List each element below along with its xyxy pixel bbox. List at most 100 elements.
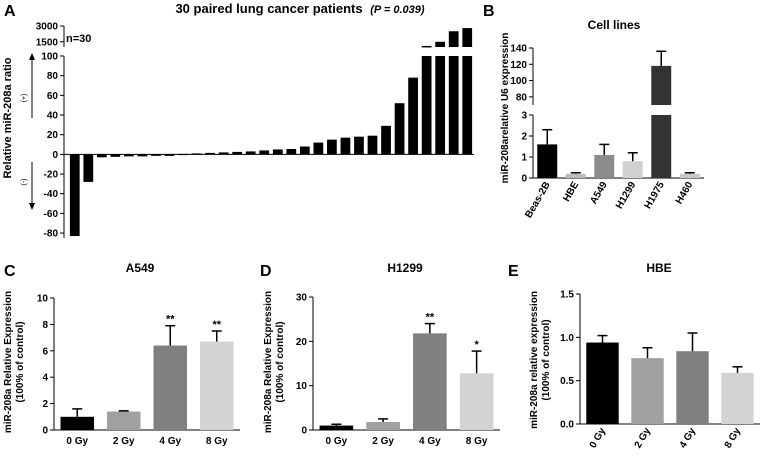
panel-B-ytick-label-upper: 100	[510, 76, 527, 87]
panel-D-ylabel2: (100% of control)	[275, 321, 286, 402]
panel-A-ytick-label: -80	[44, 229, 59, 240]
panel-D-xtick-label: 4 Gy	[419, 436, 441, 447]
panel-A-bar	[435, 56, 446, 155]
panel-E-bar	[676, 351, 709, 424]
panel-E-ytick-label: 1.5	[560, 290, 574, 301]
panel-B-plot: 0 1 2 3 80 100 120 140 Beas-2B HBE A549 H1299 H1975 H…	[510, 44, 704, 220]
panel-E-xtick-label: 2 Gy	[633, 426, 654, 451]
panel-B-xtick-label: Beas-2B	[523, 180, 553, 220]
panel-C-xtick-label: 0 Gy	[66, 436, 88, 447]
panel-C-bar	[200, 341, 234, 430]
panel-label-C: C	[4, 263, 16, 280]
panel-A-bar	[96, 154, 107, 158]
panel-D-bar	[366, 422, 400, 430]
panel-A-minus-label: (-)	[21, 179, 28, 186]
panel-A-bar	[448, 56, 459, 155]
panel-A-bar	[286, 148, 297, 155]
panel-A-ytick-label: 100	[41, 52, 58, 63]
panel-D-xtick-label: 0 Gy	[326, 436, 348, 447]
panel-A-bar	[381, 125, 391, 155]
panel-E-bar	[631, 358, 664, 424]
panel-A-bar-upper	[462, 28, 473, 47]
panel-A-bar	[232, 151, 243, 155]
panel-C-bar	[153, 345, 187, 430]
panel-C-xtick-label: 4 Gy	[159, 436, 181, 447]
panel-D-bar	[459, 373, 494, 430]
panel-B-ytick-label: 2	[521, 132, 527, 143]
panel-A-title-text: 30 paired lung cancer patients	[175, 1, 362, 16]
panel-E-plot: 0.0 0.5 1.0 1.5 0 Gy 2 Gy 4 Gy 8 Gy	[560, 290, 760, 451]
panel-C-plot: 0 2 4 6 8 10 0 Gy 2 Gy ** 4 Gy ** 8 Gy	[37, 294, 240, 447]
panel-C-ytick-label: 2	[42, 399, 48, 410]
panel-C-title: A549	[126, 261, 155, 275]
panel-A-bar-upper	[421, 45, 432, 48]
panel-C-significance: **	[212, 319, 221, 331]
panel-A-bar	[354, 136, 364, 155]
panel-E-xtick-label: 0 Gy	[588, 426, 609, 451]
panel-C-ytick-label: 4	[42, 373, 48, 384]
panel-A-bar	[327, 139, 337, 155]
panel-E-xtick-label: 8 Gy	[723, 426, 744, 451]
panel-B-ytick-label-upper: 120	[510, 60, 527, 71]
panel-label-A: A	[4, 3, 16, 20]
panel-A-bar	[299, 146, 310, 155]
panel-A-bar	[272, 149, 283, 155]
panel-A-bar	[313, 142, 324, 155]
panel-E-ylabel: miR-208a relative expression	[529, 291, 540, 429]
panel-D-xtick-label: 2 Gy	[372, 436, 394, 447]
panel-E-ytick-label: 1.0	[560, 333, 574, 344]
panel-C-xtick-label: 2 Gy	[113, 436, 135, 447]
panel-A-ytick-label-upper: 1500	[36, 37, 59, 48]
panel-B-ytick-label-upper: 80	[516, 92, 528, 103]
panel-A-bar	[137, 154, 148, 157]
panel-B-xtick-label: H460	[674, 180, 696, 207]
panel-A-bar	[408, 77, 418, 155]
panel-B-bar-upper	[651, 65, 672, 105]
panel-A-bar	[151, 154, 161, 156]
panel-E-ytick-label: 0.0	[560, 420, 574, 431]
panel-A-ytick-label-upper: 3000	[36, 22, 59, 33]
panel-C-ylabel: miR-208a Relative Expression	[3, 291, 14, 433]
panel-D-plot: 0 10 20 30 0 Gy 2 Gy ** 4 Gy * 8 Gy	[296, 293, 500, 447]
panel-B-ytick-label: 0	[521, 174, 527, 185]
panel-A-ytick-label: 20	[47, 130, 59, 141]
panel-B-bar	[622, 161, 643, 178]
panel-E-bar	[586, 342, 619, 424]
panel-E-ylabel2: (100% of control)	[541, 319, 552, 400]
panel-A-bar-upper	[435, 41, 446, 47]
panel-B-ylabel: miR-208arelative U6 expression	[500, 33, 511, 184]
panel-D-significance: *	[474, 339, 479, 351]
panel-A-bar	[178, 153, 188, 156]
panel-A-bar	[218, 152, 229, 155]
panel-C-ylabel2: (100% of control)	[15, 321, 26, 402]
panel-B-xtick-label: H1299	[614, 180, 638, 211]
panel-B-xtick-label: HBE	[561, 180, 581, 204]
panel-A-ytick-label: -40	[44, 189, 59, 200]
panel-A-ylabel: Relative miR-208a ratio	[2, 57, 14, 178]
panel-A-ytick-label: 40	[47, 111, 59, 122]
panel-A-title: 30 paired lung cancer patients (P = 0.03…	[175, 1, 424, 16]
panel-D-title: H1299	[387, 261, 423, 275]
panel-D-bar	[413, 333, 447, 430]
panel-A-ytick-label: 80	[47, 71, 59, 82]
panel-A-bar	[124, 154, 134, 157]
panel-A-plus-label: (+)	[21, 94, 28, 103]
panel-B-bar	[651, 115, 672, 178]
panel-B-ytick-label: 3	[521, 111, 527, 122]
panel-A-bar	[205, 152, 215, 155]
panel-C-bar	[60, 416, 94, 430]
panel-A-bar	[69, 154, 80, 237]
panel-B-xtick-label: A549	[588, 180, 610, 207]
panel-A-ytick-label: 0	[52, 150, 58, 161]
panel-C-bar	[107, 411, 141, 430]
panel-A-bar	[367, 135, 378, 155]
panel-A-minus-arrow	[29, 162, 35, 210]
panel-E-title: HBE	[646, 261, 671, 275]
panel-D-ytick-label: 30	[296, 293, 308, 304]
panel-B-bar	[565, 173, 586, 178]
panel-D-xtick-label: 8 Gy	[466, 436, 488, 447]
panel-A-bar	[340, 137, 351, 155]
panel-A-bar	[462, 56, 473, 155]
panel-D-bar	[319, 425, 354, 430]
